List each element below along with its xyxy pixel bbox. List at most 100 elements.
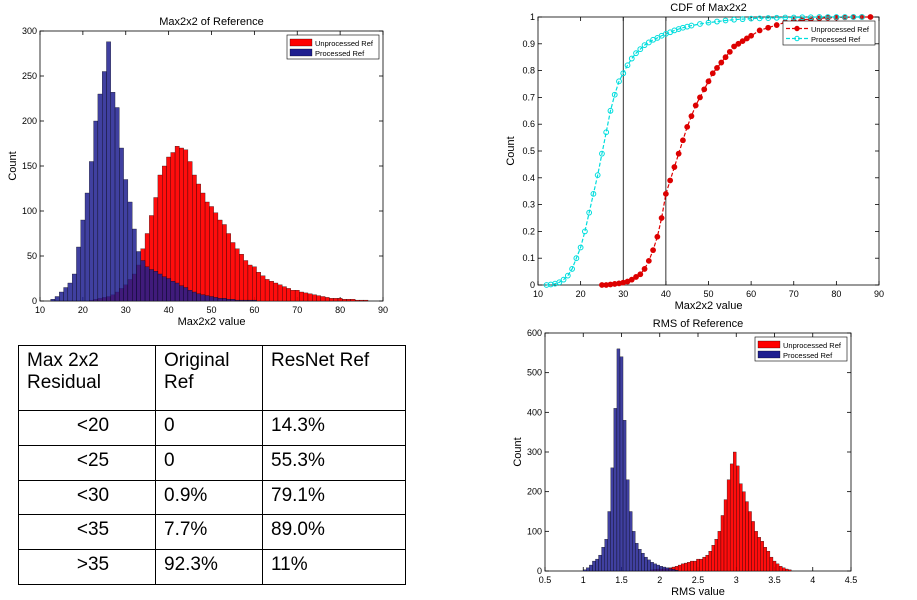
bar <box>234 248 240 302</box>
data-point <box>616 78 622 85</box>
bar <box>243 299 249 302</box>
bar <box>644 556 648 572</box>
y-tick-label: 400 <box>527 407 542 417</box>
data-point <box>765 15 772 21</box>
bar <box>200 192 206 302</box>
data-point <box>692 102 699 109</box>
data-point <box>590 190 597 197</box>
data-point <box>705 19 712 26</box>
data-point <box>645 39 652 46</box>
bar <box>766 551 771 572</box>
data-point <box>807 14 814 21</box>
bar <box>179 285 184 302</box>
bar <box>192 174 197 302</box>
table-row: <35 7.7% 89.0% <box>18 514 406 551</box>
bar <box>230 242 236 302</box>
x-tick-label: 2.5 <box>692 575 705 585</box>
bar <box>711 545 715 572</box>
data-point <box>628 276 635 283</box>
histogram-max2x2-chart: Max2x2 of Reference 10 20 30 40 50 60 70 80 90 0 50… <box>7 16 388 328</box>
legend-label: Processed Ref <box>315 49 365 58</box>
bar <box>106 41 111 302</box>
data-point <box>556 279 563 286</box>
legend-swatch <box>289 48 313 57</box>
bar <box>269 281 274 302</box>
y-tick-label: 100 <box>527 526 542 536</box>
bar <box>153 271 159 302</box>
table-row: >35 92.3% 11% <box>18 549 406 585</box>
bar <box>324 297 330 302</box>
x-tick-label: 1.5 <box>615 575 628 585</box>
y-tick-label: 0.4 <box>522 173 535 183</box>
bar <box>239 299 244 302</box>
bar <box>80 219 86 302</box>
bar <box>699 558 703 572</box>
table-cell-residual: <20 <box>18 410 156 446</box>
series-unprocessed-ref <box>650 451 792 572</box>
bar <box>102 71 107 302</box>
data-point <box>658 215 665 221</box>
bar <box>162 276 167 302</box>
data-point <box>684 123 691 130</box>
data-point <box>697 94 703 101</box>
bar <box>213 212 219 302</box>
bar <box>59 291 64 302</box>
legend-swatch <box>757 340 781 349</box>
data-point <box>680 137 686 144</box>
series-unprocessed-ref <box>599 14 874 288</box>
table-row: <30 0.9% 79.1% <box>18 479 406 516</box>
data-point <box>701 86 708 93</box>
legend-marker <box>794 25 800 32</box>
y-tick-label: 0.1 <box>522 253 535 263</box>
bar <box>84 192 90 302</box>
data-point <box>654 233 661 240</box>
data-point <box>748 15 755 22</box>
bar <box>127 201 133 302</box>
bar <box>717 531 722 572</box>
bar <box>619 356 624 572</box>
x-tick-label: 80 <box>335 305 345 315</box>
bar <box>252 299 257 302</box>
bar <box>693 560 697 572</box>
bar <box>200 294 206 302</box>
bar <box>671 569 676 572</box>
bar <box>333 298 339 302</box>
chart-title: CDF of Max2x2 <box>670 2 746 14</box>
data-point <box>620 70 627 77</box>
y-tick-label: 300 <box>527 447 542 457</box>
bar <box>277 284 283 302</box>
bar <box>149 269 154 302</box>
data-point <box>662 190 669 197</box>
data-point <box>611 91 618 98</box>
legend-swatch <box>757 350 781 359</box>
y-tick-label: 200 <box>22 116 37 126</box>
bar <box>187 290 193 302</box>
x-tick-label: 10 <box>35 305 45 315</box>
bar <box>622 420 627 572</box>
x-tick-label: 30 <box>618 289 628 299</box>
bar <box>89 161 94 302</box>
y-axis-label: Count <box>512 437 524 466</box>
bar <box>226 299 231 302</box>
bar <box>625 479 630 572</box>
bar <box>312 294 317 302</box>
bar <box>337 298 343 302</box>
data-point <box>824 14 831 20</box>
x-tick-label: 4 <box>810 575 815 585</box>
data-point <box>569 266 575 272</box>
legend-label: Processed Ref <box>783 351 833 360</box>
bar <box>772 560 777 572</box>
data-point <box>714 65 720 71</box>
data-point <box>671 164 678 170</box>
x-axis-label: Max2x2 value <box>178 316 246 328</box>
data-point <box>833 14 840 20</box>
bar <box>677 564 682 572</box>
y-tick-label: 0.7 <box>522 92 535 102</box>
bar <box>247 299 253 302</box>
x-tick-label: 90 <box>378 305 388 315</box>
bar <box>751 521 755 572</box>
bar <box>196 183 201 302</box>
bar <box>760 541 764 572</box>
x-tick-label: 30 <box>121 305 131 315</box>
